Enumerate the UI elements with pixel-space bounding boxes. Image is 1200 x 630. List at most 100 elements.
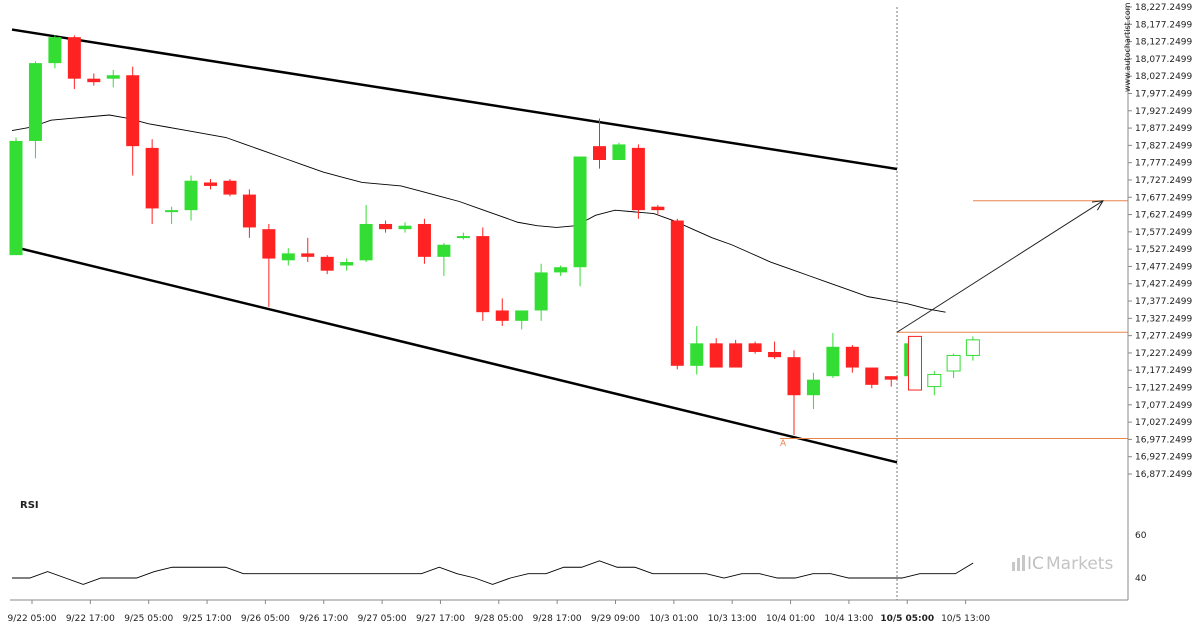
candle-body xyxy=(165,210,179,213)
candle xyxy=(845,345,859,373)
price-tick-label: 17,777.2499 xyxy=(1135,159,1193,169)
candle xyxy=(106,70,120,88)
candle xyxy=(768,341,782,359)
candle xyxy=(262,223,276,308)
candle xyxy=(865,367,879,389)
candle-body xyxy=(87,78,101,83)
brand-name-ic: IC xyxy=(1027,554,1044,574)
candle xyxy=(184,175,198,221)
candle-body xyxy=(320,256,334,271)
price-tick-label: 17,027.2499 xyxy=(1135,418,1193,428)
candle xyxy=(204,179,217,190)
pending-candle-body xyxy=(946,354,961,372)
time-tick-label: 9/28 05:00 xyxy=(474,614,523,624)
price-tick-label: 17,127.2499 xyxy=(1135,384,1193,394)
moving-average-line xyxy=(11,114,946,313)
projection xyxy=(896,201,1103,396)
candle-body xyxy=(340,262,354,266)
candle xyxy=(554,265,568,276)
candles xyxy=(9,35,918,435)
time-tick-label: 9/26 17:00 xyxy=(299,614,348,624)
candle-body xyxy=(768,351,782,358)
candle-body xyxy=(281,253,295,261)
candle-body xyxy=(398,225,412,230)
candle-body xyxy=(145,147,159,209)
rsi-title: RSI xyxy=(20,500,39,511)
price-tick-label: 16,927.2499 xyxy=(1135,453,1193,463)
candle xyxy=(359,204,373,263)
channel-lines xyxy=(11,28,898,464)
candle xyxy=(709,338,723,368)
candle-body xyxy=(651,206,665,211)
candle xyxy=(612,142,626,160)
price-tick-label: 17,277.2499 xyxy=(1135,332,1193,342)
price-tick-label: 17,577.2499 xyxy=(1135,228,1193,238)
candle-body xyxy=(690,343,704,366)
pending-candle xyxy=(908,335,922,391)
candle xyxy=(9,137,23,256)
candle-body xyxy=(806,379,820,396)
candle xyxy=(573,156,587,287)
candle-body xyxy=(379,223,393,230)
pending-candle xyxy=(965,336,980,361)
axes: 18,227.2499 18,177.2499 18,127.2499 18,077.… xyxy=(7,3,1192,624)
labels: RSI A www.autochartist.com IC Markets xyxy=(20,2,1132,574)
pending-candle-body xyxy=(965,339,980,356)
candle xyxy=(476,227,490,321)
price-tick-label: 17,827.2499 xyxy=(1135,141,1193,151)
pattern-point-label: A xyxy=(780,439,787,449)
pending-candle-body xyxy=(927,373,942,388)
candle xyxy=(729,339,743,368)
price-tick-label: 17,327.2499 xyxy=(1135,314,1193,324)
candle-body xyxy=(865,367,879,385)
candle-body xyxy=(748,343,762,352)
candle xyxy=(417,218,431,264)
candle-body xyxy=(495,310,509,321)
candle-body xyxy=(9,140,23,256)
candle-body xyxy=(515,310,529,321)
candle-body xyxy=(28,63,42,141)
price-tick-label: 17,977.2499 xyxy=(1135,89,1193,99)
candle xyxy=(495,298,509,327)
candle xyxy=(806,372,820,410)
pattern-levels xyxy=(780,200,1128,439)
time-tick-label: 9/25 17:00 xyxy=(183,614,232,624)
candle-body xyxy=(554,267,568,273)
channel-lower-line xyxy=(11,245,898,464)
pending-candle xyxy=(946,353,961,378)
candle-body xyxy=(262,229,276,259)
candle-body xyxy=(456,236,470,239)
pending-candle xyxy=(927,371,942,396)
candle xyxy=(826,332,840,378)
brand-name-markets: Markets xyxy=(1046,554,1113,574)
time-tick-label: 9/25 05:00 xyxy=(124,614,173,624)
candle-body xyxy=(437,244,451,257)
candle xyxy=(48,35,62,69)
candle xyxy=(281,248,295,266)
candle xyxy=(165,206,179,224)
moving-average xyxy=(11,114,946,313)
candle xyxy=(379,220,393,233)
candle xyxy=(651,204,665,216)
pending-candle-body xyxy=(908,335,922,391)
candle xyxy=(670,218,684,370)
candle xyxy=(690,326,704,375)
candle-body xyxy=(301,253,315,257)
candle-body xyxy=(787,357,801,396)
projection-arrow xyxy=(896,201,1103,333)
candle-body xyxy=(106,75,120,79)
brand-logo: IC Markets xyxy=(1012,554,1113,574)
price-tick-label: 17,727.2499 xyxy=(1135,176,1193,186)
candle-body xyxy=(242,194,256,228)
candle-body xyxy=(593,146,606,160)
candle xyxy=(398,222,412,233)
candle-body xyxy=(573,156,587,268)
candle-body xyxy=(417,223,431,257)
candle xyxy=(28,61,42,159)
time-tick-label: 10/4 01:00 xyxy=(766,614,815,624)
candle-body xyxy=(184,180,198,211)
candle xyxy=(456,232,470,240)
price-tick-label: 17,677.2499 xyxy=(1135,193,1193,203)
candle xyxy=(631,144,645,219)
candle-body xyxy=(126,75,140,147)
